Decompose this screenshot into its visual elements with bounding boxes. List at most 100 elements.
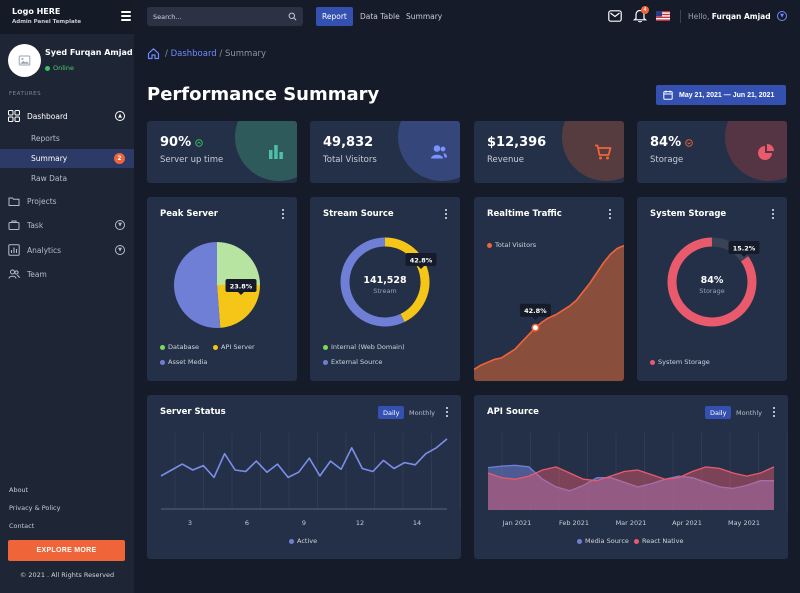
breadcrumb-link-dashboard[interactable]: Dashboard (170, 49, 217, 59)
more-options-icon[interactable] (771, 406, 777, 418)
date-range-button[interactable]: May 21, 2021 — Jun 21, 2021 (656, 85, 786, 105)
chevron-down-icon[interactable]: ▼ (115, 220, 125, 230)
stat-card-revenue[interactable]: $12,396 Revenue (474, 121, 624, 183)
stat-decoration (725, 121, 787, 181)
legend-label: Asset Media (168, 358, 208, 366)
sidebar-subitem-label: Summary (31, 154, 68, 163)
x-tick-label: 3 (188, 519, 192, 527)
home-icon[interactable] (147, 47, 160, 60)
us-flag-icon[interactable] (656, 11, 670, 21)
stream-tooltip-box (405, 253, 437, 266)
traffic-point (531, 323, 540, 332)
legend-dot (289, 538, 294, 544)
online-dot-icon (45, 65, 50, 71)
donut-center-label: Stream (373, 287, 397, 295)
sidebar-item-label: Projects (27, 196, 57, 206)
legend-dot (323, 359, 328, 365)
search-icon[interactable] (288, 12, 297, 21)
search-input[interactable] (153, 7, 283, 26)
legend-item: External Source (323, 358, 382, 366)
bell-icon[interactable] (633, 8, 647, 23)
card-title: Realtime Traffic (487, 209, 562, 219)
tab-data-table[interactable]: Data Table (360, 12, 400, 21)
stat-decoration (398, 121, 460, 181)
page-title: Performance Summary (147, 84, 380, 105)
stat-card-uptime[interactable]: 90% Server up time (147, 121, 297, 183)
chevron-down-icon[interactable]: ▼ (115, 245, 125, 255)
traffic-tooltip-box (519, 303, 551, 317)
topbar: Report Data Table Summary 4 Hello, Furqa… (134, 0, 800, 34)
legend-dot (487, 242, 492, 248)
card-title: API Source (487, 407, 539, 417)
toggle-daily[interactable]: Daily (705, 406, 732, 419)
sidebar-subitem-label: Reports (31, 134, 60, 143)
more-options-icon[interactable] (607, 208, 613, 220)
user-name: Furqan Amjad (711, 12, 771, 21)
x-tick-label: Jan 2021 (502, 519, 532, 527)
more-options-icon[interactable] (770, 208, 776, 220)
sidebar-subitem-summary[interactable]: Summary 2 (0, 149, 134, 168)
more-options-icon[interactable] (443, 208, 449, 220)
sidebar-subitem-reports[interactable]: Reports (0, 129, 134, 148)
hamburger-menu-icon[interactable] (121, 11, 131, 21)
users-icon (431, 145, 447, 159)
stat-value: 90% (160, 135, 203, 150)
profile[interactable]: Syed Furqan Amjad Online (0, 34, 134, 88)
more-options-icon[interactable] (280, 208, 286, 220)
breadcrumb-separator: / (165, 49, 168, 59)
tab-report[interactable]: Report (316, 7, 353, 26)
peak-tooltip-arrow (238, 292, 244, 295)
logo-title: Logo HERE (12, 7, 61, 16)
x-tick-label: May 2021 (728, 519, 760, 527)
series-line-react-native (487, 466, 775, 482)
card-peak-server: Peak Server 23.8% Database API Server As… (147, 197, 297, 381)
chevron-down-icon[interactable]: ▼ (777, 11, 787, 21)
sidebar-item-projects[interactable]: Projects (0, 191, 134, 211)
breadcrumb-separator: / (219, 49, 223, 59)
sidebar-item-task[interactable]: Task ▼ (0, 215, 134, 235)
x-tick-label: 6 (245, 519, 249, 527)
date-range-label: May 21, 2021 — Jun 21, 2021 (679, 91, 775, 99)
stat-label: Server up time (160, 155, 224, 165)
sidebar-subitem-raw-data[interactable]: Raw Data (0, 169, 134, 188)
folder-icon (8, 197, 20, 206)
server-status-line-chart: 3 6 9 12 14 (160, 433, 461, 527)
sidebar-item-dashboard[interactable]: Dashboard ▲ (0, 106, 134, 126)
legend-item: Media Source (577, 537, 629, 545)
legend-item: Active (289, 537, 317, 545)
section-label: FEATURES (9, 91, 42, 97)
stat-card-storage[interactable]: 84% Storage (637, 121, 787, 183)
sidebar: Logo HERE Admin Panel Template Syed Furq… (0, 0, 134, 593)
x-tick-label: 9 (302, 519, 306, 527)
stat-value: 49,832 (323, 135, 373, 150)
legend-item: Database (160, 343, 199, 351)
donut-center-value: 141,528 (363, 275, 407, 286)
card-system-storage: System Storage 84% Storage 15.2% System St… (637, 197, 787, 381)
realtime-traffic-area: 42.8% (474, 244, 624, 381)
mail-icon[interactable] (608, 10, 622, 22)
system-storage-donut: 84%Storage 15.2% (667, 237, 760, 327)
footer-link-about[interactable]: About (9, 486, 29, 494)
toggle-monthly[interactable]: Monthly (409, 408, 436, 417)
stat-value-text: $12,396 (487, 135, 547, 150)
footer-link-privacy[interactable]: Privacy & Policy (9, 504, 61, 512)
tab-summary[interactable]: Summary (406, 12, 443, 21)
sidebar-item-team[interactable]: Team (0, 264, 134, 284)
series-area-media-source (488, 465, 774, 510)
legend-label: Media Source (585, 537, 629, 545)
sidebar-item-analytics[interactable]: Analytics ▼ (0, 240, 134, 260)
toggle-monthly[interactable]: Monthly (736, 408, 763, 417)
stat-value-text: 49,832 (323, 135, 374, 150)
more-options-icon[interactable] (444, 406, 450, 418)
donut-segment (667, 237, 757, 327)
stream-tooltip-label: 42.8% (410, 257, 433, 265)
toggle-daily[interactable]: Daily (378, 406, 405, 419)
explore-more-button[interactable]: EXPLORE MORE (8, 540, 125, 561)
legend-dot (323, 344, 328, 350)
footer-link-contact[interactable]: Contact (9, 522, 35, 530)
stat-card-visitors[interactable]: 49,832 Total Visitors (310, 121, 460, 183)
legend-item: Internal (Web Domain) (323, 343, 405, 351)
card-title: Peak Server (160, 209, 218, 219)
notification-badge: 4 (641, 6, 649, 14)
chevron-up-icon[interactable]: ▲ (115, 111, 125, 121)
